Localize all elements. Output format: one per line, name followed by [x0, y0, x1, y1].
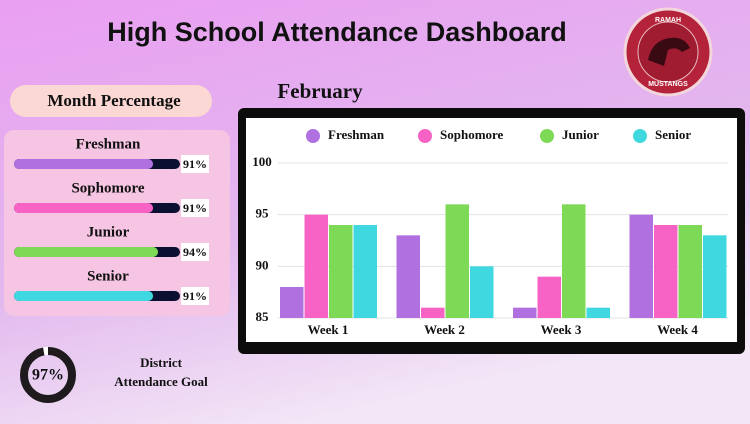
y-tick-label: 85	[256, 309, 270, 324]
goal: 97% District Attendance Goal	[20, 347, 208, 403]
chart-title: February	[277, 79, 363, 103]
bar	[445, 204, 469, 318]
month-percentage-pill	[10, 85, 212, 117]
month-percentage-panel	[4, 130, 230, 316]
goal-text: District	[140, 355, 183, 370]
y-tick-label: 100	[252, 154, 272, 169]
legend-swatch	[306, 129, 320, 143]
legend-swatch	[540, 129, 554, 143]
bar	[421, 307, 445, 318]
legend-label: Junior	[562, 127, 599, 142]
progress-label-bg	[181, 243, 209, 261]
progress-fill	[14, 159, 154, 169]
goal-text: Attendance Goal	[114, 374, 208, 389]
logo-top-text: RAMAH	[655, 17, 681, 24]
logo-horse	[648, 37, 690, 66]
progress-label-bg	[181, 199, 209, 217]
progress-name: Sophomore	[71, 180, 144, 196]
y-tick-label: 95	[256, 206, 270, 221]
progress-label: 91%	[183, 201, 207, 215]
bar	[629, 214, 653, 318]
goal-label: 97%	[32, 367, 64, 384]
progress-name: Junior	[87, 224, 130, 240]
goal-ring	[20, 347, 76, 403]
legend-label: Sophomore	[440, 127, 504, 142]
dashboard-title: High School Attendance Dashboard	[107, 17, 567, 47]
logo: RAMAH MUSTANGS	[623, 7, 713, 97]
progress-label: 91%	[183, 289, 207, 303]
progress-list: Freshman 91% Sophomore 91% Junior 94% Senior 91…	[14, 136, 209, 305]
bar	[280, 287, 304, 318]
bar	[703, 235, 727, 318]
bar	[513, 307, 537, 318]
progress-fill	[14, 203, 154, 213]
month-percentage-title: Month Percentage	[47, 91, 181, 110]
legend-label: Freshman	[328, 127, 385, 142]
bar	[329, 225, 353, 318]
bar	[562, 204, 586, 318]
bar	[396, 235, 420, 318]
bar	[304, 214, 328, 318]
legend-swatch	[418, 129, 432, 143]
bar	[678, 225, 702, 318]
bar	[537, 276, 561, 318]
bar-chart: 85 90 95 100 Week 1 Week 2 Week 3 Week 4 Freshma…	[252, 127, 728, 337]
progress-name: Freshman	[76, 136, 141, 152]
progress-fill	[14, 247, 159, 257]
x-tick-label: Week 1	[308, 322, 349, 337]
x-tick-label: Week 3	[541, 322, 582, 337]
logo-bottom-text: MUSTANGS	[648, 81, 688, 88]
x-tick-label: Week 2	[424, 322, 465, 337]
progress-label: 94%	[183, 245, 207, 259]
y-tick-label: 90	[256, 257, 269, 272]
x-tick-label: Week 4	[657, 322, 698, 337]
bar	[586, 307, 610, 318]
progress-label: 91%	[183, 157, 207, 171]
legend-swatch	[633, 129, 647, 143]
progress-label-bg	[181, 155, 209, 173]
logo-inner	[637, 21, 699, 83]
bar	[654, 225, 678, 318]
bar	[470, 266, 494, 318]
progress-fill	[14, 291, 154, 301]
bar	[353, 225, 377, 318]
progress-label-bg	[181, 287, 209, 305]
progress-name: Senior	[87, 268, 129, 284]
legend-label: Senior	[655, 127, 691, 142]
